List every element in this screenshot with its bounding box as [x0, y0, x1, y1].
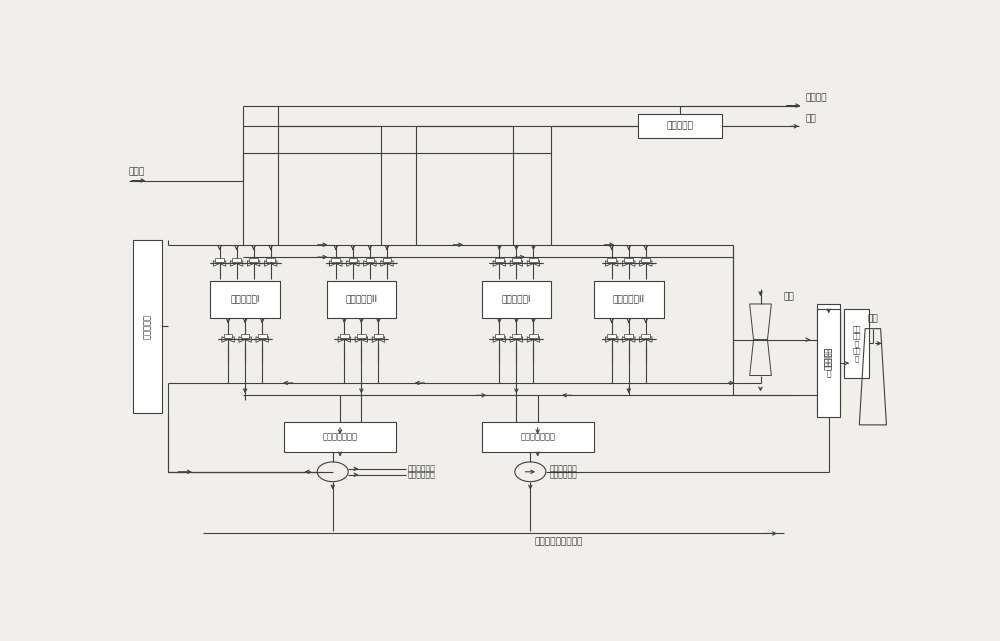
- Text: 再生加热炉: 再生加热炉: [666, 122, 693, 131]
- Bar: [357, 334, 366, 338]
- Bar: [844, 309, 869, 378]
- Bar: [340, 334, 349, 338]
- Bar: [241, 334, 249, 338]
- Bar: [607, 258, 616, 262]
- Bar: [529, 334, 538, 338]
- Bar: [249, 258, 258, 262]
- Text: 还原气: 还原气: [129, 168, 145, 177]
- Bar: [641, 334, 650, 338]
- Bar: [133, 240, 162, 413]
- Text: 裂解反应器I: 裂解反应器I: [502, 295, 531, 304]
- Bar: [215, 258, 224, 262]
- Text: 蒸汽: 蒸汽: [784, 292, 794, 301]
- Bar: [817, 304, 840, 413]
- Text: 空气: 空气: [805, 114, 816, 123]
- Text: 循环脱氢原料: 循环脱氢原料: [408, 470, 436, 479]
- Bar: [641, 258, 650, 262]
- Text: 反应产物去后续系统: 反应产物去后续系统: [535, 537, 583, 546]
- Bar: [224, 334, 232, 338]
- Text: 脱氢原料换热器: 脱氢原料换热器: [323, 433, 358, 442]
- Text: 新鲜脱氢原料: 新鲜脱氢原料: [408, 464, 436, 473]
- Bar: [495, 258, 504, 262]
- Bar: [512, 258, 521, 262]
- Text: 裂解
加热
炉: 裂解 加热 炉: [824, 348, 833, 378]
- Bar: [374, 334, 383, 338]
- Bar: [210, 281, 280, 318]
- Bar: [232, 258, 241, 262]
- Bar: [512, 334, 521, 338]
- Bar: [624, 334, 633, 338]
- Bar: [284, 422, 396, 452]
- Text: 裂解加热炉: 裂解加热炉: [824, 347, 833, 370]
- Bar: [495, 334, 504, 338]
- Bar: [366, 258, 374, 262]
- Text: 尾气
回收
及
脱硫
器: 尾气 回收 及 脱硫 器: [852, 325, 861, 362]
- Bar: [258, 334, 267, 338]
- Text: 烟囱: 烟囱: [868, 314, 878, 323]
- Text: 裂解反应器II: 裂解反应器II: [613, 295, 645, 304]
- Text: 新鲜裂解原料: 新鲜裂解原料: [550, 464, 577, 473]
- Bar: [638, 115, 722, 138]
- Text: 脱氢反应器II: 脱氢反应器II: [345, 295, 377, 304]
- Bar: [594, 281, 664, 318]
- Bar: [607, 334, 616, 338]
- Bar: [482, 422, 594, 452]
- Bar: [529, 258, 538, 262]
- Text: 脱氢反应器I: 脱氢反应器I: [230, 295, 260, 304]
- Bar: [383, 258, 391, 262]
- Text: 吹扫蒸汽: 吹扫蒸汽: [805, 94, 827, 103]
- Text: 脱氢加热炉: 脱氢加热炉: [143, 313, 152, 338]
- Bar: [624, 258, 633, 262]
- Bar: [331, 258, 340, 262]
- Bar: [349, 258, 357, 262]
- Bar: [482, 281, 551, 318]
- Bar: [266, 258, 275, 262]
- Text: 裂解原料换热器: 裂解原料换热器: [520, 433, 555, 442]
- Text: 循环裂解原料: 循环裂解原料: [550, 470, 577, 479]
- Bar: [817, 309, 840, 417]
- Bar: [326, 281, 396, 318]
